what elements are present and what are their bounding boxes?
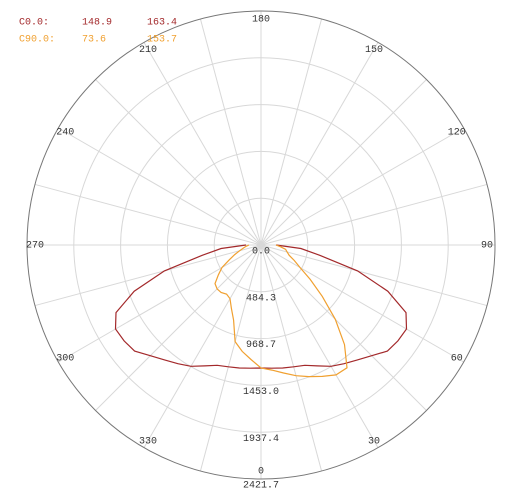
grid-spoke [260,42,379,246]
intensity-curve [214,244,348,378]
grid-spoke [260,244,379,448]
grid-spoke [260,18,323,246]
radial-tick-label: 0.0 [252,247,270,258]
grid-spoke [260,244,488,307]
angle-tick-label: 60 [451,354,463,365]
legend-value: 148.9 [82,18,112,29]
angle-tick-label: 330 [139,436,157,447]
grid-spoke [34,244,262,307]
grid-spoke [260,183,488,246]
legend-name: C90.0: [19,35,55,46]
grid-spoke [143,42,262,246]
angle-tick-label: 150 [365,45,383,56]
grid-spoke [199,18,262,246]
grid-spoke [34,183,262,246]
grid-spoke [58,244,262,363]
radial-tick-label: 484.3 [246,293,276,304]
grid-spoke [58,127,262,246]
legend-value: 73.6 [82,35,106,46]
radial-tick-label: 968.7 [246,340,276,351]
legend-name: C0.0: [19,18,49,29]
radial-tick-label: 2421.7 [243,481,279,492]
legend-value: 153.7 [147,35,177,46]
angle-tick-label: 300 [56,354,74,365]
radial-tick-label: 1453.0 [243,387,279,398]
grid-spoke [95,244,262,411]
grid-spoke [95,79,262,246]
grid-spoke [199,244,262,472]
angle-tick-label: 180 [252,15,270,26]
angle-tick-label: 270 [26,241,44,252]
legend-value: 163.4 [147,18,177,29]
angle-tick-label: 90 [481,241,493,252]
grid-spoke [260,127,464,246]
grid-spoke [260,244,427,411]
angle-tick-label: 120 [448,128,466,139]
grid-spoke [260,244,323,472]
angle-tick-label: 210 [139,45,157,56]
grid-spoke [260,79,427,246]
grid-spoke [143,244,262,448]
radial-tick-label: 1937.4 [243,434,279,445]
grid-spoke [260,244,464,363]
angle-tick-label: 240 [56,128,74,139]
angle-tick-label: 0 [258,467,264,478]
outer-ring [26,10,496,480]
angle-tick-label: 30 [368,436,380,447]
